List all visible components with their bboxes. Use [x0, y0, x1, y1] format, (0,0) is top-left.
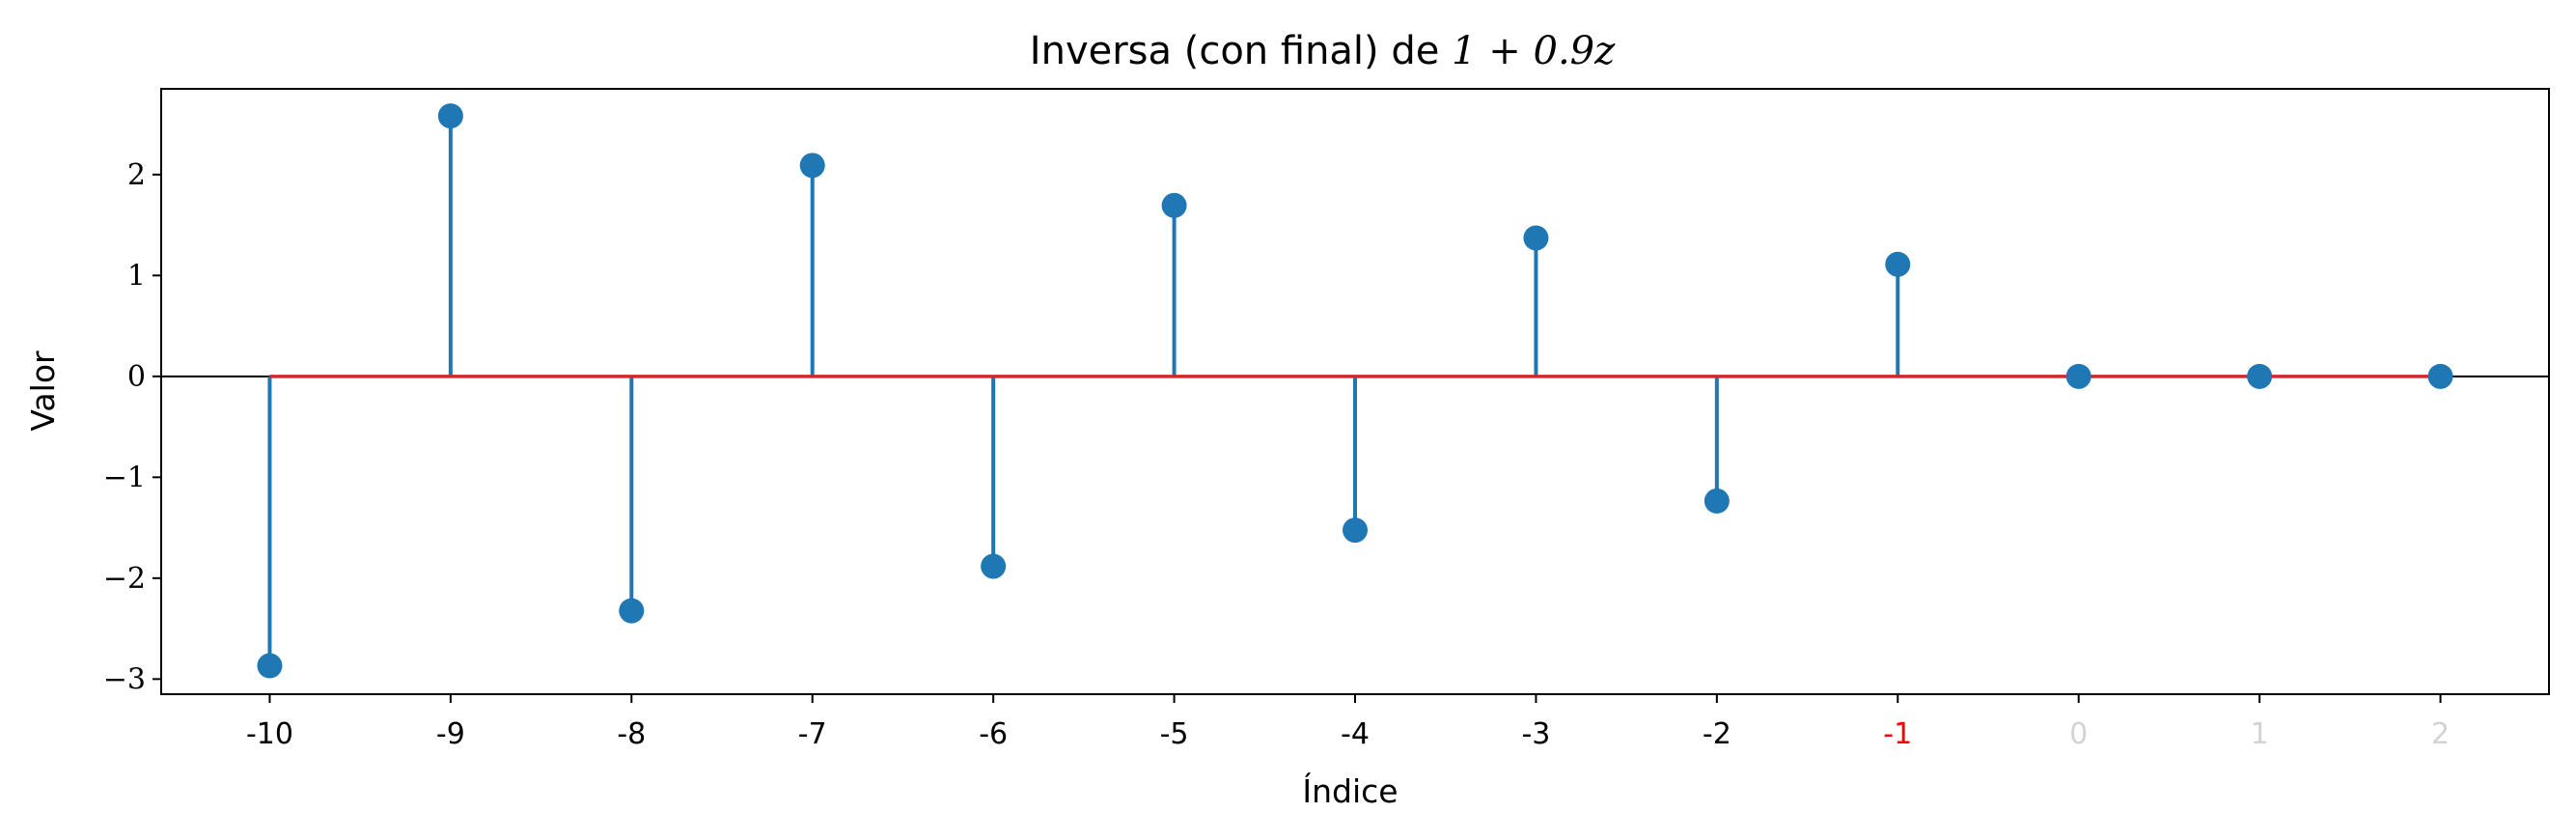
x-tick-label: 1 [2251, 717, 2269, 751]
x-tick-label: -5 [1160, 717, 1189, 751]
y-axis-label: Valor [24, 350, 62, 432]
stem-marker [437, 103, 463, 129]
x-tick-label: -3 [1521, 717, 1550, 751]
stem-marker [799, 153, 825, 179]
x-tick-label: -2 [1703, 717, 1731, 751]
x-tick-label: -9 [436, 717, 465, 751]
stem-marker [1885, 251, 1911, 277]
x-tick-label: -10 [246, 717, 293, 751]
y-tick-label: −2 [103, 562, 146, 596]
y-tick-label: 0 [127, 360, 146, 394]
y-tick-label: −3 [103, 662, 146, 696]
stem-marker [1161, 192, 1187, 218]
x-tick-label: 2 [2431, 717, 2450, 751]
stem-marker [257, 653, 283, 679]
stem-marker [2065, 363, 2091, 389]
x-tick-label: -8 [617, 717, 646, 751]
x-tick-label: -6 [979, 717, 1008, 751]
x-axis-label: Índice [1302, 771, 1398, 810]
x-tick-label: -1 [1883, 717, 1912, 751]
y-tick-label: 1 [127, 259, 146, 293]
x-tick-label: -4 [1341, 717, 1370, 751]
stem-marker [2427, 363, 2453, 389]
y-tick-label: −1 [103, 461, 146, 494]
x-tick-label: -7 [798, 717, 827, 751]
stem-marker [981, 553, 1007, 579]
chart-title-text: Inversa (con final) de [1030, 29, 1452, 73]
x-tick-label: 0 [2069, 717, 2088, 751]
y-tick-label: 2 [127, 158, 146, 192]
stem-marker [1523, 225, 1549, 251]
stem-marker [1343, 518, 1368, 544]
stem-marker [619, 598, 645, 624]
chart-title-math: 1 + 0.9z [1452, 29, 1616, 73]
stem-marker [1703, 488, 1730, 514]
stem-marker [2247, 363, 2273, 389]
axes-frame [160, 88, 2550, 695]
chart-title: Inversa (con final) de 1 + 0.9z [1030, 29, 1616, 73]
